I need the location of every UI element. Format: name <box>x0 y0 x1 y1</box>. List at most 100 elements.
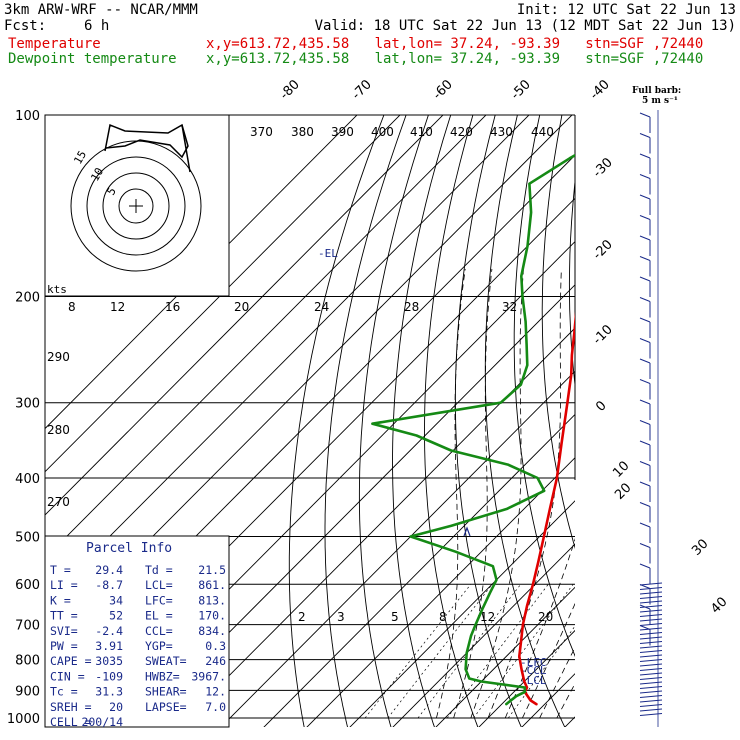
wind-barb-low <box>639 641 663 644</box>
parcel-info-value: Tc = <box>50 685 78 699</box>
isotherm <box>45 115 401 473</box>
parcel-info-value: SREH = <box>50 700 92 714</box>
wind-barb-low <box>639 713 663 716</box>
wind-barb-flag <box>639 522 651 528</box>
parcel-info-value: 52 <box>109 609 123 623</box>
parcel-info-value: 246 <box>205 654 226 668</box>
parcel-info-value: 200/14 <box>81 715 123 729</box>
isotherm-label: 20 <box>612 481 634 503</box>
temperature-point <box>556 477 558 479</box>
dry-adiabat <box>596 115 740 731</box>
dewpoint-point <box>526 343 528 345</box>
pressure-tick-label: 100 <box>15 109 40 124</box>
hodograph-ring-5 <box>118 188 154 224</box>
dewpoint-point <box>507 464 509 466</box>
wind-barb-flag <box>639 256 651 261</box>
isotherm-label: -20 <box>590 237 616 263</box>
mixing-ratio-label: 12 <box>480 610 495 624</box>
pressure-tick-label: 200 <box>15 291 40 306</box>
wind-barb-flag <box>639 215 651 220</box>
parcel-info-value: 3967. <box>191 669 226 683</box>
dry-adiabat <box>358 115 429 727</box>
level-label-ccl: -CCL <box>520 664 547 677</box>
wind-barb-low <box>639 659 663 662</box>
parcel-info-value: LFC= <box>145 593 173 607</box>
temperature-point <box>570 374 572 376</box>
wind-barb-low <box>639 677 663 680</box>
isotherm-label: -70 <box>349 77 375 103</box>
pressure-tick-label: 500 <box>15 530 40 545</box>
parcel-info-value: LCL= <box>145 578 173 592</box>
isotherm-label: -80 <box>277 77 303 103</box>
dewpoint-point <box>475 624 477 626</box>
wind-barb-low <box>639 632 663 635</box>
temperature-point <box>522 624 524 626</box>
temperature-location: x,y=613.72,435.58 lat,lon= 37.24, -93.39… <box>206 36 704 52</box>
dewpoint-point <box>470 635 472 637</box>
thetae-label: 12 <box>110 300 125 314</box>
forecast-value: 6 h <box>84 18 110 34</box>
moist-adiabat <box>453 268 493 719</box>
wind-barb-flag <box>639 420 651 425</box>
parcel-info-value: -2.4 <box>95 624 123 638</box>
wind-barb-flag <box>639 461 651 466</box>
wind-barb-low <box>639 699 663 703</box>
mixing-ratio-label: 2 <box>298 610 306 624</box>
dewpoint-point <box>500 402 502 404</box>
parcel-info-value: -8.7 <box>95 578 123 592</box>
parcel-info-value: HWBZ= <box>145 669 180 683</box>
temperature-point <box>573 332 575 334</box>
wind-barb-low <box>639 668 663 671</box>
isotherm-label: -30 <box>590 155 616 181</box>
moist-adiabat <box>522 602 575 719</box>
temperature-point <box>543 535 545 538</box>
temperature-point <box>537 560 540 563</box>
temperature-point <box>526 604 528 606</box>
temperature-point <box>536 704 538 706</box>
temperature-point <box>520 638 522 640</box>
hodograph-trace <box>104 123 189 159</box>
theta-label: 380 <box>291 125 314 139</box>
hodograph-units: kts <box>47 283 67 296</box>
dewpoint-point <box>515 695 517 697</box>
isotherm-label: 40 <box>708 595 730 617</box>
wind-barb-low <box>639 618 663 622</box>
thetae-label: 8 <box>68 300 76 314</box>
temperature-point <box>576 309 577 310</box>
dewpoint-point <box>520 275 522 277</box>
wind-barb-flag <box>639 235 651 241</box>
theta-label: 400 <box>371 125 394 139</box>
temperature-point <box>610 229 611 230</box>
wind-barb-flag <box>639 153 651 159</box>
thetae-label: 24 <box>314 300 329 314</box>
mixing-ratio-line <box>508 625 575 719</box>
dry-adiabat <box>694 115 740 731</box>
hodograph-ring-label-15: 15 <box>71 149 89 167</box>
dry-adiabat <box>718 115 740 731</box>
pressure-tick-label: 400 <box>15 472 40 487</box>
parcel-info-value: 7.0 <box>205 700 226 714</box>
dewpoint-point <box>495 579 498 581</box>
wind-barb-low <box>639 600 663 604</box>
dry-adiabat <box>671 115 740 731</box>
wind-barb-flag <box>639 297 651 302</box>
dewpoint-point <box>455 551 457 553</box>
parcel-info-value: SHEAR= <box>145 685 187 699</box>
mixing-ratio-label: 8 <box>439 610 447 624</box>
parcel-info-value: 20 <box>109 700 123 714</box>
isotherm-label: -40 <box>587 77 613 103</box>
moist-adiabat <box>436 268 466 719</box>
dewpoint-point <box>371 423 373 425</box>
parcel-info-value: 12. <box>205 685 226 699</box>
hodograph: 5 10 15 kts <box>44 114 230 297</box>
temperature-point <box>583 276 584 277</box>
parcel-info-value: 0.3 <box>205 639 226 653</box>
wind-barb-flag <box>639 276 651 282</box>
thetae-label: 16 <box>165 300 180 314</box>
wind-barb-low <box>639 672 663 676</box>
moist-adiabat <box>487 268 562 719</box>
temperature-point <box>628 203 629 204</box>
dry-adiabat <box>647 115 740 731</box>
isotherm <box>220 370 575 727</box>
isotherm <box>478 629 575 727</box>
